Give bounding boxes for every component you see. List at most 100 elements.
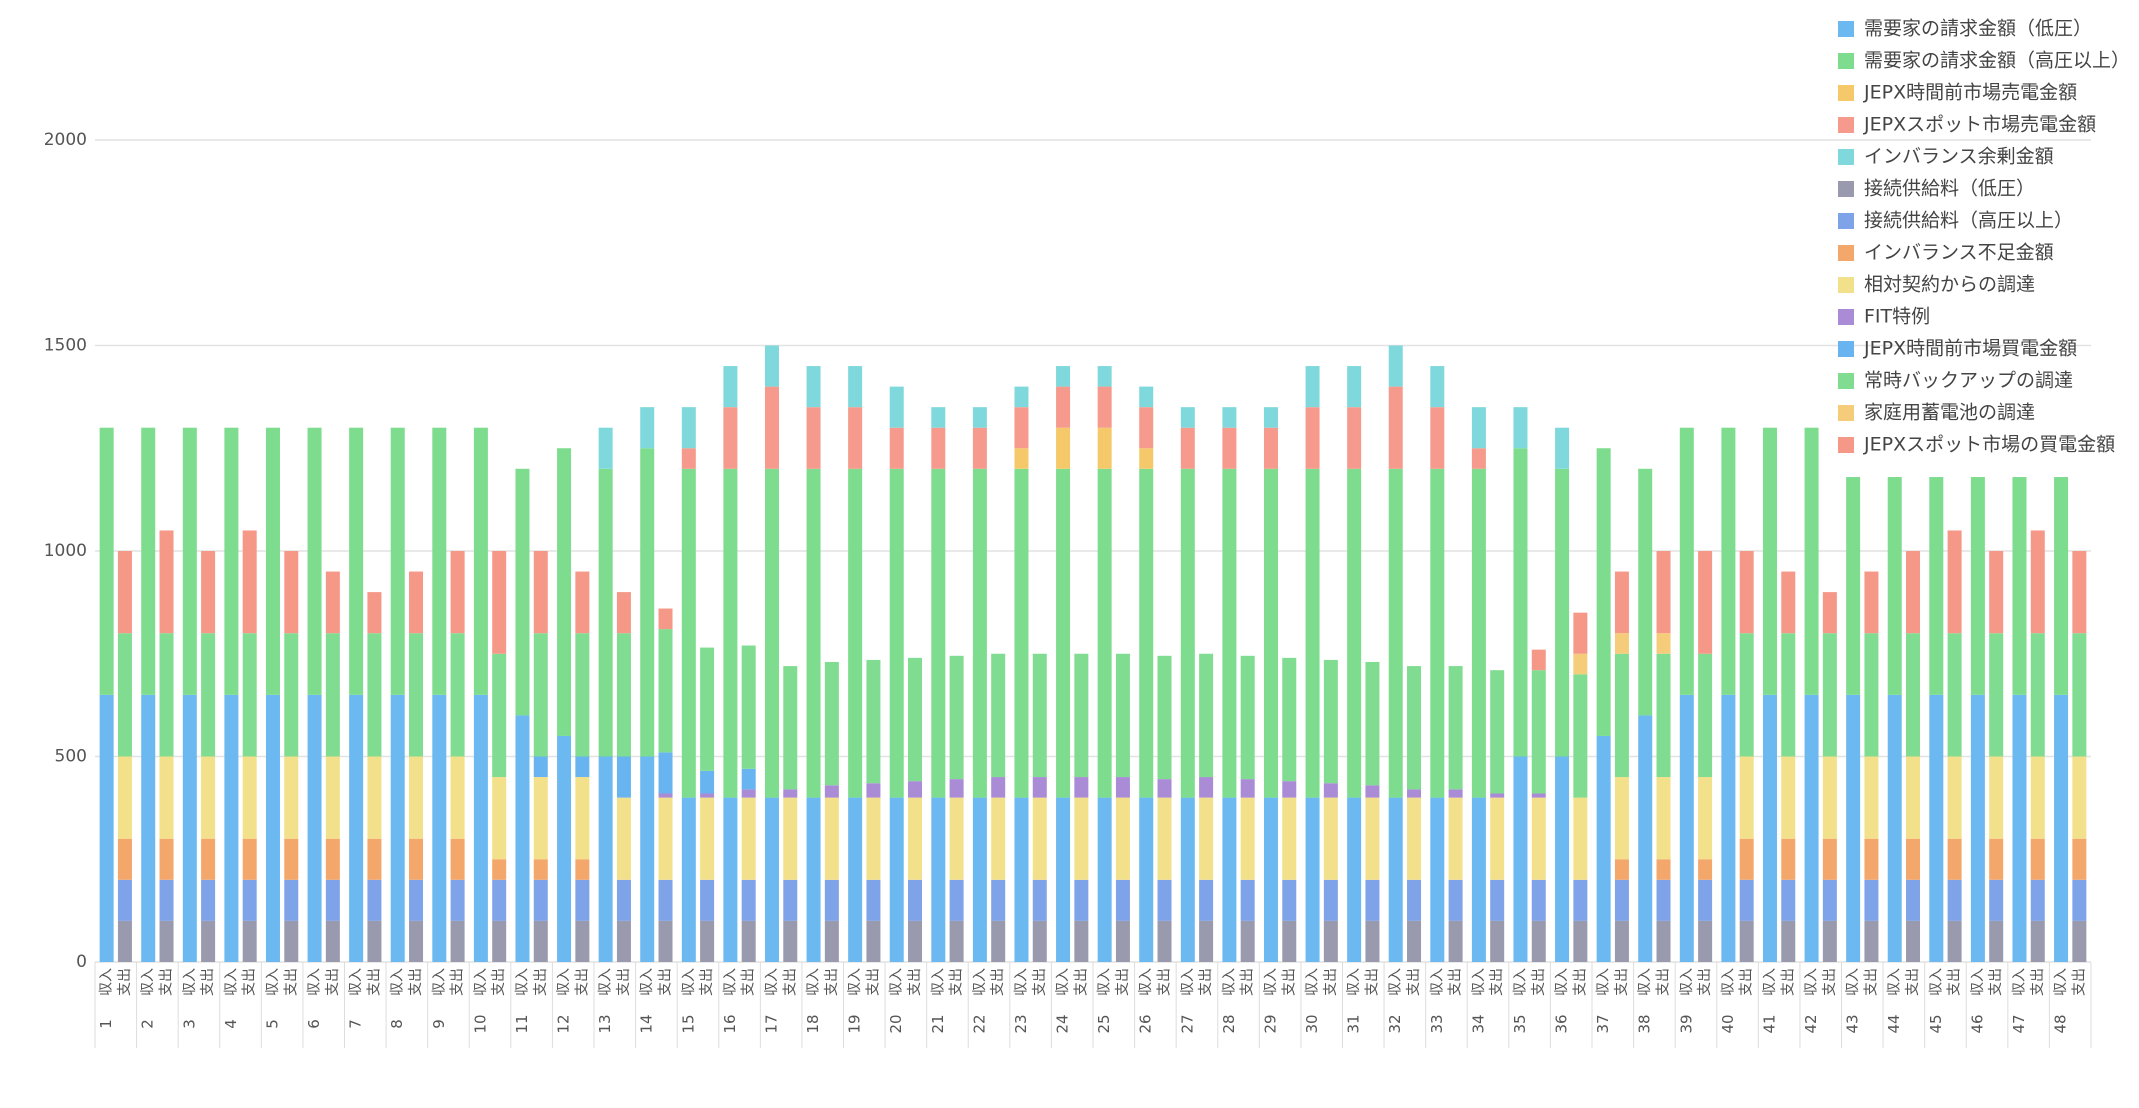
bar-segment <box>1074 920 1089 962</box>
bar-segment <box>1906 879 1921 921</box>
x-sub-label: 支出 <box>450 968 466 996</box>
bar-segment <box>1240 797 1255 880</box>
bar-segment <box>1531 793 1546 798</box>
bar-segment <box>1638 715 1653 962</box>
x-sub-label: 支出 <box>117 968 133 996</box>
bar-segment <box>1180 797 1195 962</box>
legend-label[interactable]: 常時バックアップの調達 <box>1864 370 2073 392</box>
bar-segment <box>1056 366 1071 387</box>
bar-segment <box>1906 838 1921 880</box>
legend-swatch[interactable] <box>1838 53 1854 69</box>
bar-segment <box>557 448 572 736</box>
bar-segment <box>1679 427 1694 695</box>
x-category-label: 42 <box>1802 1014 1820 1033</box>
x-sub-label: 支出 <box>1115 968 1131 996</box>
x-sub-label: 支出 <box>782 968 798 996</box>
bar-segment <box>533 633 548 757</box>
legend-label[interactable]: JEPXスポット市場売電金額 <box>1863 114 2096 136</box>
bar-segment <box>1388 468 1403 798</box>
bar-segment <box>2030 920 2045 962</box>
bar-segment <box>2030 633 2045 757</box>
x-sub-label: 支出 <box>574 968 590 996</box>
x-sub-label: 収入 <box>972 968 988 996</box>
bar-segment <box>450 633 465 757</box>
legend-label[interactable]: 接続供給料（高圧以上） <box>1864 210 2073 232</box>
x-sub-label: 支出 <box>824 968 840 996</box>
bar-segment <box>349 694 364 962</box>
bar-segment <box>1947 633 1962 757</box>
legend-label[interactable]: JEPX時間前市場買電金額 <box>1863 338 2077 360</box>
x-sub-label: 支出 <box>741 968 757 996</box>
bar-segment <box>723 797 738 962</box>
x-category-label: 11 <box>513 1014 531 1033</box>
bar-segment <box>824 879 839 921</box>
x-category-label: 1 <box>97 1019 115 1029</box>
bar-segment <box>1365 797 1380 880</box>
legend-swatch[interactable] <box>1838 405 1854 421</box>
legend-label[interactable]: 接続供給料（低圧） <box>1864 178 2035 200</box>
legend-label[interactable]: 需要家の請求金額（高圧以上） <box>1864 50 2130 72</box>
bar-segment <box>598 427 613 469</box>
bar-segment <box>1139 448 1154 469</box>
bar-segment <box>1531 797 1546 880</box>
bar-segment <box>492 859 507 880</box>
legend-label[interactable]: インバランス余剰金額 <box>1864 146 2054 168</box>
legend-swatch[interactable] <box>1838 181 1854 197</box>
legend-swatch[interactable] <box>1838 341 1854 357</box>
x-sub-label: 支出 <box>616 968 632 996</box>
legend-swatch[interactable] <box>1838 213 1854 229</box>
bar-segment <box>182 427 197 695</box>
bar-segment <box>723 366 738 408</box>
bar-segment <box>265 694 280 962</box>
x-category-label: 3 <box>180 1019 198 1029</box>
x-sub-label: 支出 <box>1198 968 1214 996</box>
bar-segment <box>1305 366 1320 408</box>
bar-segment <box>908 920 923 962</box>
bar-segment <box>575 859 590 880</box>
bar-segment <box>1970 477 1985 695</box>
bar-segment <box>700 647 715 771</box>
legend-label[interactable]: インバランス不足金額 <box>1864 242 2054 264</box>
legend-swatch[interactable] <box>1838 85 1854 101</box>
bar-segment <box>1947 838 1962 880</box>
bar-segment <box>700 797 715 880</box>
legend-swatch[interactable] <box>1838 117 1854 133</box>
x-sub-label: 支出 <box>1947 968 1963 996</box>
x-sub-label: 支出 <box>1572 968 1588 996</box>
bar-segment <box>1989 920 2004 962</box>
legend-swatch[interactable] <box>1838 21 1854 37</box>
legend-label[interactable]: JEPXスポット市場の買電金額 <box>1863 434 2115 456</box>
bar-segment <box>1032 777 1047 798</box>
legend-swatch[interactable] <box>1838 309 1854 325</box>
bar-segment <box>141 694 156 962</box>
bar-segment <box>764 345 779 387</box>
bar-segment <box>533 777 548 860</box>
legend-label[interactable]: FIT特例 <box>1864 306 1930 328</box>
x-sub-label: 支出 <box>949 968 965 996</box>
y-tick-label: 500 <box>55 747 87 767</box>
legend-label[interactable]: 家庭用蓄電池の調達 <box>1864 402 2035 424</box>
x-category-label: 4 <box>222 1019 240 1029</box>
legend-swatch[interactable] <box>1838 245 1854 261</box>
legend-swatch[interactable] <box>1838 373 1854 389</box>
legend-label[interactable]: 需要家の請求金額（低圧） <box>1864 18 2092 40</box>
legend-swatch[interactable] <box>1838 277 1854 293</box>
bar-segment <box>492 777 507 860</box>
bar-segment <box>1199 879 1214 921</box>
bar-segment <box>575 920 590 962</box>
bar-segment <box>2072 633 2087 757</box>
x-sub-label: 収入 <box>1928 968 1944 996</box>
bar-segment <box>367 756 382 839</box>
bar-segment <box>284 838 299 880</box>
bar-segment <box>1656 920 1671 962</box>
x-category-label: 43 <box>1844 1014 1862 1033</box>
legend-label[interactable]: JEPX時間前市場売電金額 <box>1863 82 2077 104</box>
bar-segment <box>1448 879 1463 921</box>
legend-swatch[interactable] <box>1838 149 1854 165</box>
x-sub-label: 収入 <box>99 968 115 996</box>
bar-segment <box>1240 779 1255 798</box>
legend-label[interactable]: 相対契約からの調達 <box>1864 274 2035 296</box>
legend-swatch[interactable] <box>1838 437 1854 453</box>
x-category-label: 14 <box>638 1014 656 1033</box>
